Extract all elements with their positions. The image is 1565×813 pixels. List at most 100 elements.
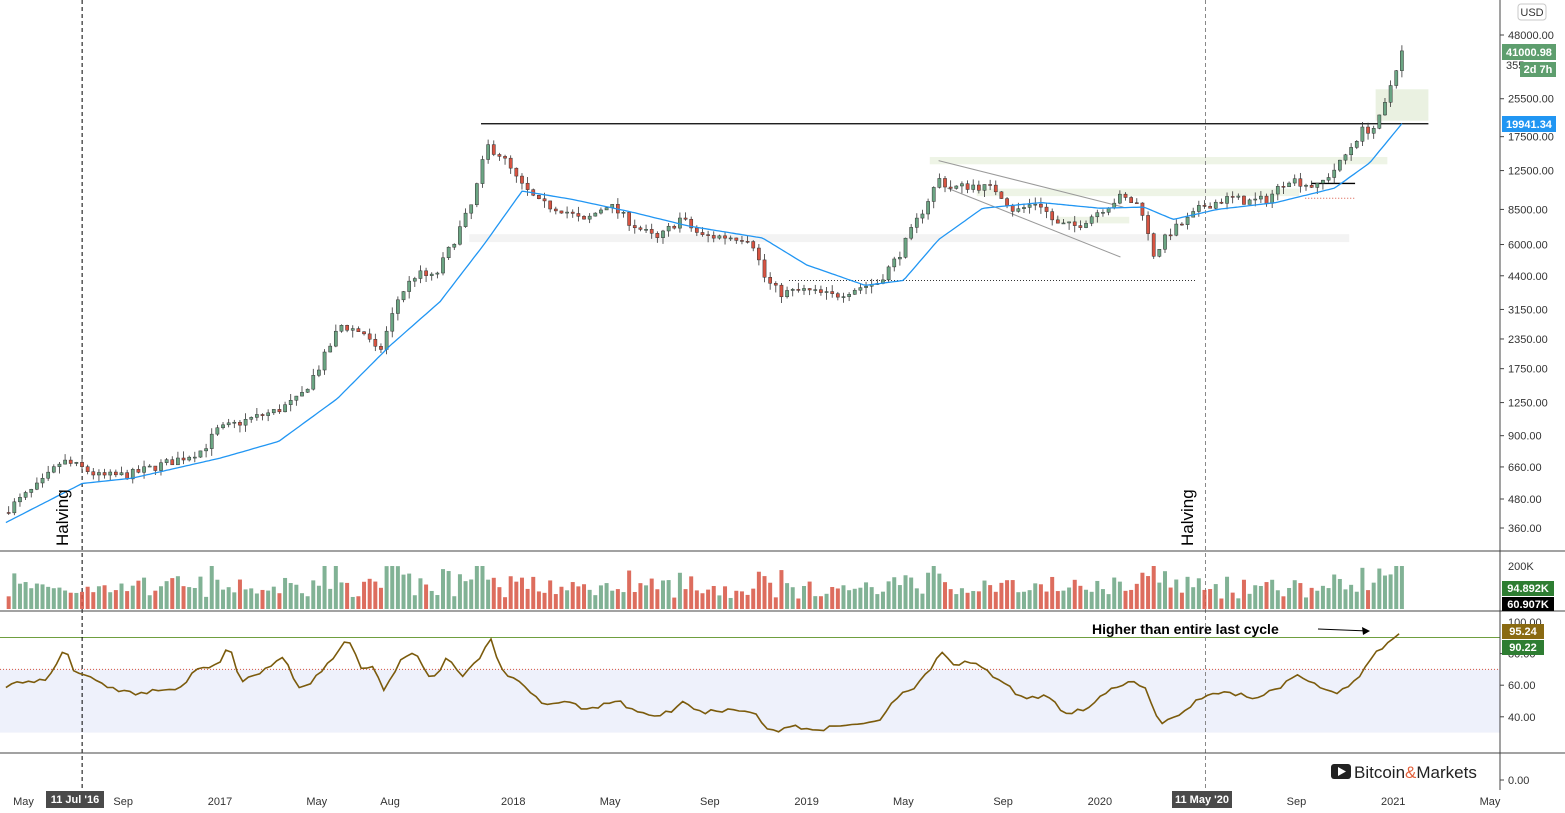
candle-body: [345, 325, 349, 331]
candle-body: [80, 462, 84, 467]
time-tick-label: Sep: [993, 796, 1013, 808]
volume-bar: [796, 598, 801, 609]
candle-body: [1219, 201, 1224, 204]
price-tick-label: 1250.00: [1508, 398, 1548, 410]
volume-bar: [170, 578, 175, 609]
candle-body: [914, 217, 919, 228]
candle-body: [288, 400, 293, 405]
volume-bar: [435, 595, 440, 609]
volume-bar: [621, 592, 626, 609]
ema-tag: [1502, 116, 1556, 132]
volume-bar: [125, 591, 130, 609]
candle-body: [503, 156, 507, 159]
candle-body: [898, 257, 902, 260]
volume-bar: [542, 592, 547, 609]
rsi-line[interactable]: [5, 633, 1400, 733]
volume-bar: [666, 580, 671, 609]
volume-bar: [1185, 576, 1190, 609]
volume-bar: [232, 592, 237, 609]
volume-bar: [322, 566, 327, 609]
candle-body: [638, 227, 643, 230]
volume-bar: [441, 569, 446, 609]
candle-body: [407, 280, 412, 292]
price-axis[interactable]: 360.00 480.00 660.00 900.00 1250.00 1750.00 23…: [1500, 30, 1554, 535]
volume-bar: [192, 587, 197, 609]
candle-body: [1005, 198, 1009, 206]
channel-lower-line[interactable]: [947, 187, 1121, 258]
volume-bar: [1236, 598, 1241, 609]
candle-body: [85, 466, 90, 472]
volume-bar: [959, 588, 964, 609]
candle-body: [835, 293, 840, 298]
volume-bar: [1168, 587, 1173, 609]
volume-bar: [768, 582, 773, 609]
candle-body: [1157, 248, 1162, 257]
volume-bar: [1304, 597, 1309, 609]
volume-bar: [525, 588, 530, 609]
candle-body: [333, 330, 338, 347]
volume-tag-avg-text: 60.907K: [1507, 599, 1549, 611]
volume-bar: [852, 588, 857, 609]
candle-body: [181, 457, 186, 461]
volume-bar: [892, 577, 897, 609]
candle-body: [209, 433, 214, 449]
candle-body: [1078, 225, 1083, 228]
candle-body: [982, 184, 987, 191]
volume-bar: [1196, 578, 1201, 609]
volume-bar: [897, 585, 902, 609]
candle-body: [999, 191, 1004, 199]
volume-bar: [756, 571, 761, 609]
volume-bar: [418, 578, 423, 609]
candle-body: [396, 299, 400, 314]
volume-tag-current: [1502, 581, 1554, 596]
candle-body: [384, 330, 389, 350]
ema-line[interactable]: [5, 123, 1403, 524]
volume-bar: [1146, 576, 1151, 609]
candle-body: [305, 388, 310, 393]
volume-bar: [1174, 579, 1179, 609]
volume-bar: [801, 586, 806, 609]
volume-bar: [175, 576, 180, 609]
rsi-neutral-band: [0, 669, 1500, 733]
volume-bar: [1055, 591, 1060, 609]
candle-body: [480, 159, 485, 184]
volume-bar: [1089, 591, 1094, 609]
volume-bar: [723, 586, 728, 609]
volume-bar: [271, 586, 276, 609]
candle-body: [1072, 221, 1077, 226]
candle-body: [1349, 147, 1353, 156]
candle-body: [1383, 102, 1387, 116]
candle-body: [604, 207, 609, 211]
candle-body: [164, 459, 169, 463]
candle-body: [1213, 201, 1218, 209]
candle-body: [864, 285, 868, 288]
candle-body: [1275, 186, 1280, 195]
volume-bar: [1349, 584, 1354, 609]
volume-bar: [739, 591, 744, 609]
channel-upper-line[interactable]: [938, 160, 1124, 208]
candle-body: [1388, 85, 1393, 103]
zone-2: [929, 157, 1388, 165]
time-tick-label: Sep: [113, 796, 133, 808]
candle-body: [1281, 186, 1286, 188]
volume-bar: [17, 583, 22, 609]
candle-body: [960, 183, 964, 187]
candle-body: [570, 211, 575, 214]
rsi-tick-label: 40.00: [1508, 712, 1536, 724]
volume-bar: [181, 586, 186, 609]
rsi-band-group: [0, 636, 1500, 733]
candle-body: [221, 424, 225, 429]
volume-bar: [266, 590, 271, 609]
candle-body: [779, 284, 784, 298]
volume-bar: [198, 576, 203, 609]
time-axis[interactable]: May Sep 2017 May Aug 2018 May Sep 2019 May Sep 2020…: [13, 796, 1501, 808]
volume-bar: [91, 592, 96, 609]
currency-box[interactable]: [1517, 3, 1547, 21]
volume-bar: [869, 587, 874, 609]
volume-bar: [57, 587, 62, 609]
volume-bar: [362, 581, 367, 609]
support-resistance-zones: [469, 89, 1429, 243]
brand-logo[interactable]: Bitcoin&Markets: [1331, 763, 1477, 782]
time-tick-label: Sep: [1287, 796, 1307, 808]
volume-bar: [1343, 589, 1348, 609]
